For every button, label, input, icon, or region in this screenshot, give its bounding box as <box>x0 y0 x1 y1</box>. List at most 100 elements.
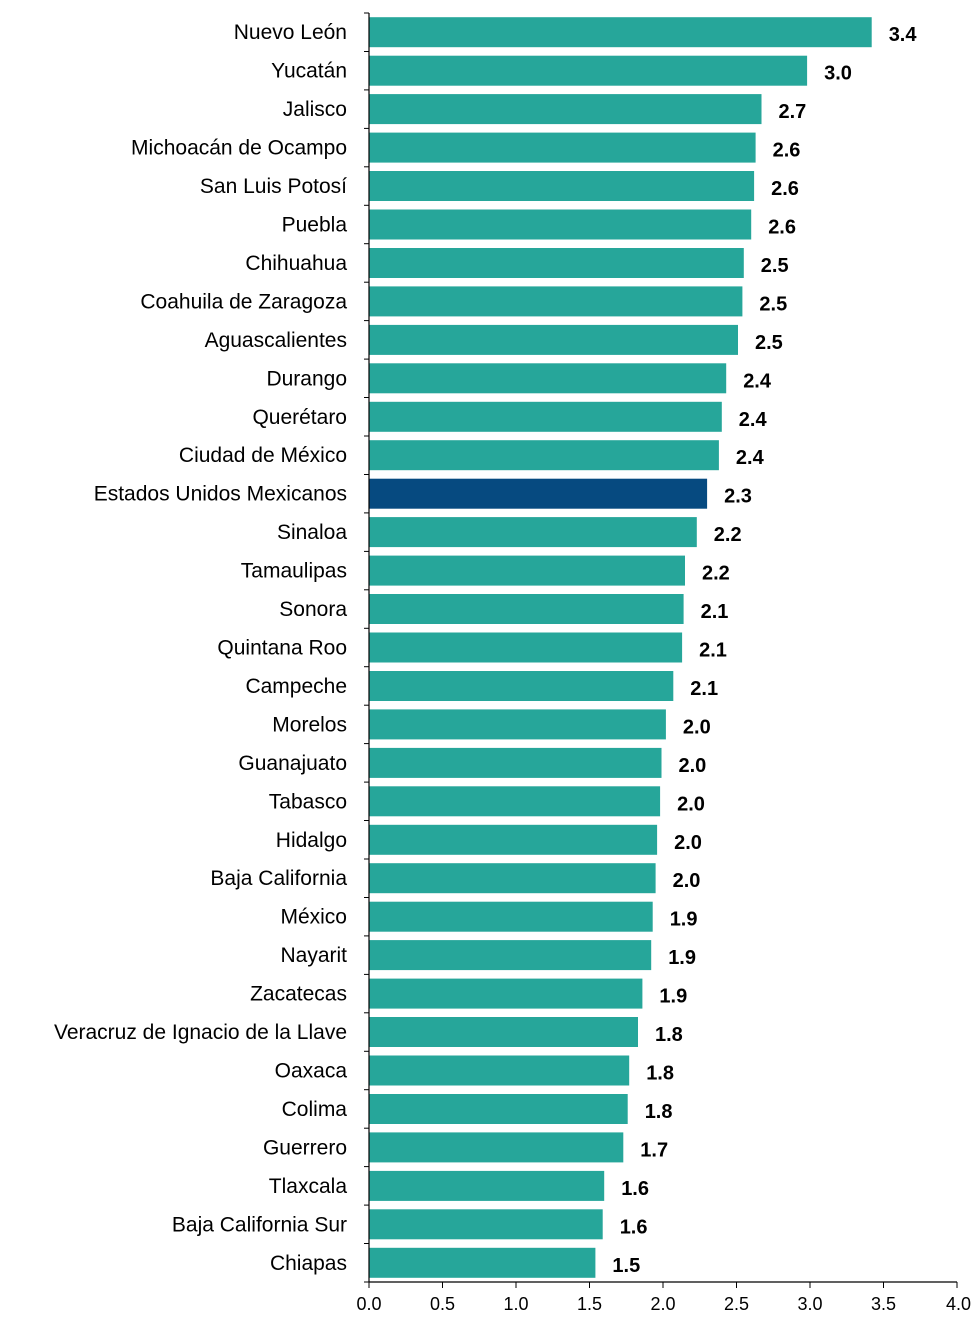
category-label: Sinaloa <box>277 521 347 544</box>
category-label: Veracruz de Ignacio de la Llave <box>54 1021 347 1044</box>
category-label: Colima <box>282 1098 348 1121</box>
value-label: 1.7 <box>640 1139 668 1161</box>
category-label: Tamaulipas <box>241 560 347 583</box>
bar <box>369 1170 605 1201</box>
category-label: Tabasco <box>269 790 347 813</box>
bar <box>369 632 683 663</box>
value-labels: 3.4 3.0 2.7 2.6 2.6 2.6 2.5 2.5 2.5 2.4 2.4 2.4 2.3 2… <box>612 24 917 1277</box>
bar <box>369 863 656 894</box>
category-label: Oaxaca <box>275 1060 348 1083</box>
x-tick-label: 2.5 <box>724 1294 749 1314</box>
value-label: 2.0 <box>677 793 705 815</box>
value-label: 1.9 <box>659 986 687 1008</box>
bar <box>369 286 743 317</box>
bar <box>369 209 752 240</box>
bar <box>369 940 652 971</box>
value-label: 1.8 <box>646 1063 674 1085</box>
x-tick-label: 1.0 <box>503 1294 528 1314</box>
category-label: Jalisco <box>283 98 347 121</box>
bar <box>369 171 755 201</box>
value-label: 1.9 <box>670 909 698 931</box>
value-label: 2.6 <box>773 140 801 162</box>
bar <box>369 363 727 394</box>
value-label: 2.5 <box>755 332 783 354</box>
value-label: 2.0 <box>679 755 707 777</box>
value-label: 2.4 <box>739 409 768 431</box>
bar <box>369 1094 628 1124</box>
value-label: 1.5 <box>612 1255 640 1277</box>
x-tick-label: 2.0 <box>650 1294 675 1314</box>
category-label: Estados Unidos Mexicanos <box>94 483 347 506</box>
bar <box>369 747 662 778</box>
category-labels: Nuevo León Yucatán Jalisco Michoacán de Oca… <box>54 21 347 1275</box>
x-tick-label: 0.5 <box>430 1294 455 1314</box>
category-label: San Luis Potosí <box>200 175 347 198</box>
category-label: Yucatán <box>271 60 347 83</box>
bar <box>369 978 643 1009</box>
value-label: 2.0 <box>683 716 711 738</box>
bar <box>369 17 872 48</box>
bars-group <box>369 17 872 1278</box>
value-label: 1.6 <box>621 1178 649 1200</box>
bar <box>369 517 697 548</box>
category-label: Baja California Sur <box>172 1213 347 1236</box>
value-label: 2.2 <box>714 524 742 546</box>
category-label: Nayarit <box>280 944 347 967</box>
bar <box>369 901 653 932</box>
category-label: Ciudad de México <box>179 444 347 467</box>
value-label: 2.0 <box>674 832 702 854</box>
bar <box>369 1017 638 1047</box>
x-tick-label: 3.0 <box>797 1294 822 1314</box>
category-label: Quintana Roo <box>217 637 347 660</box>
value-label: 2.6 <box>771 178 799 200</box>
value-label: 1.9 <box>668 947 696 969</box>
value-label: 2.4 <box>743 370 772 392</box>
bar <box>369 594 684 624</box>
value-label: 2.2 <box>702 563 730 585</box>
value-label: 2.1 <box>690 678 718 700</box>
bar <box>369 555 685 586</box>
x-tick-label: 4.0 <box>946 1294 971 1314</box>
category-label: Zacatecas <box>250 983 347 1006</box>
bar <box>369 709 666 740</box>
value-label: 2.6 <box>768 217 796 239</box>
category-label: Chihuahua <box>245 252 347 275</box>
value-label: 1.8 <box>655 1024 683 1046</box>
axes-group: 0.0 0.5 1.0 1.5 2.0 2.5 3.0 3.5 4.0 <box>356 12 971 1314</box>
category-label: Campeche <box>245 675 347 698</box>
category-label: Puebla <box>282 214 348 237</box>
category-label: Morelos <box>272 713 347 736</box>
bar <box>369 401 722 432</box>
bar <box>369 1055 630 1086</box>
bar <box>369 478 708 509</box>
value-label: 2.7 <box>779 101 807 123</box>
category-label: Baja California <box>210 867 347 890</box>
bar <box>369 1209 603 1240</box>
bar <box>369 324 738 355</box>
value-label: 2.3 <box>724 486 752 508</box>
bar <box>369 824 658 855</box>
category-label: Tlaxcala <box>269 1175 348 1198</box>
category-label: Michoacán de Ocampo <box>131 137 347 160</box>
x-tick-label: 1.5 <box>577 1294 602 1314</box>
value-label: 2.1 <box>701 601 729 623</box>
category-label: México <box>280 906 347 929</box>
value-label: 2.5 <box>759 293 787 315</box>
bar <box>369 248 744 278</box>
category-label: Hidalgo <box>276 829 347 852</box>
value-label: 2.0 <box>673 870 701 892</box>
value-label: 1.8 <box>645 1101 673 1123</box>
bar <box>369 94 762 125</box>
x-tick-label: 3.5 <box>871 1294 896 1314</box>
category-label: Sonora <box>279 598 347 621</box>
value-label: 2.1 <box>699 640 727 662</box>
bar <box>369 1247 596 1278</box>
x-tick-label: 0.0 <box>356 1294 381 1314</box>
category-label: Guerrero <box>263 1136 347 1159</box>
category-label: Nuevo León <box>234 21 347 44</box>
value-label: 2.4 <box>736 447 765 469</box>
value-label: 3.0 <box>824 63 852 85</box>
bar <box>369 55 808 86</box>
category-label: Querétaro <box>252 406 347 429</box>
